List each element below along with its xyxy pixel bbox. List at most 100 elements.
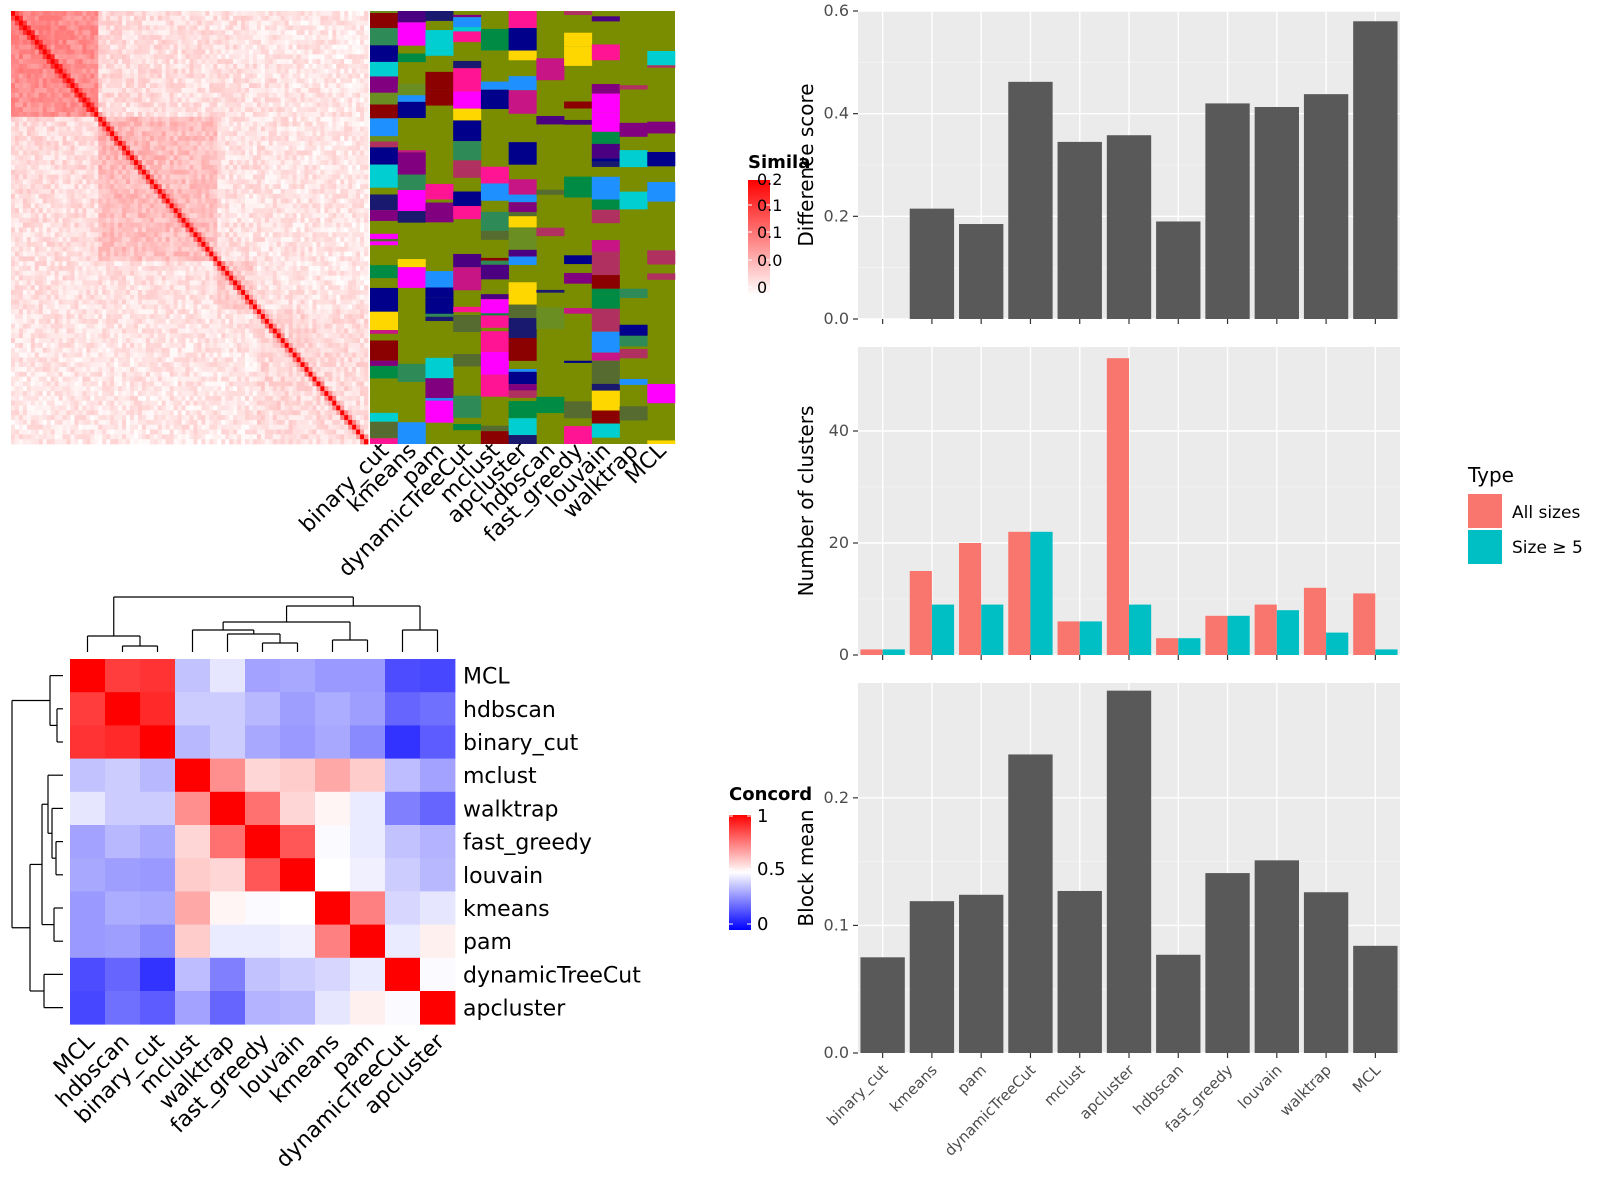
similarity-cell xyxy=(157,63,163,70)
similarity-cell xyxy=(225,131,230,137)
similarity-cell xyxy=(58,232,63,238)
similarity-cell xyxy=(233,59,238,65)
similarity-cell xyxy=(332,237,337,243)
similarity-cell xyxy=(122,59,127,65)
similarity-cell xyxy=(177,11,182,17)
similarity-cell xyxy=(22,222,28,228)
similarity-cell xyxy=(102,20,107,26)
similarity-cell xyxy=(300,193,305,200)
similarity-cell xyxy=(86,92,91,98)
similarity-cell xyxy=(177,237,182,243)
similarity-cell xyxy=(252,222,258,228)
similarity-cell xyxy=(42,49,48,55)
similarity-cell xyxy=(54,126,59,132)
similarity-cell xyxy=(86,208,91,214)
similarity-cell xyxy=(268,150,274,156)
similarity-cell xyxy=(149,160,155,166)
similarity-cell xyxy=(114,11,119,17)
similarity-cell xyxy=(292,140,297,147)
similarity-cell xyxy=(22,83,28,89)
similarity-cell xyxy=(78,136,83,142)
similarity-cell xyxy=(102,68,107,74)
similarity-cell xyxy=(181,116,186,123)
similarity-cell xyxy=(256,150,262,156)
similarity-cell xyxy=(50,189,56,195)
similarity-cell xyxy=(110,107,115,113)
similarity-cell xyxy=(296,68,301,74)
similarity-cell xyxy=(78,97,83,103)
similarity-cell xyxy=(157,174,163,180)
similarity-cell xyxy=(62,15,67,22)
similarity-cell xyxy=(364,150,369,156)
similarity-cell xyxy=(42,270,48,277)
similarity-cell xyxy=(86,68,91,74)
similarity-cell xyxy=(268,208,274,214)
similarity-cell xyxy=(288,73,294,79)
similarity-cell xyxy=(110,92,115,98)
similarity-cell xyxy=(14,39,20,46)
similarity-cell xyxy=(256,97,262,103)
similarity-cell xyxy=(126,131,131,137)
similarity-cell xyxy=(209,251,214,257)
similarity-cell xyxy=(284,68,290,74)
similarity-cell xyxy=(260,203,266,209)
similarity-cell xyxy=(141,227,147,233)
similarity-cell xyxy=(74,217,79,224)
similarity-cell xyxy=(193,193,198,200)
similarity-cell xyxy=(157,246,163,252)
similarity-cell xyxy=(74,189,79,195)
similarity-cell xyxy=(46,59,52,65)
similarity-cell xyxy=(78,241,83,248)
similarity-cell xyxy=(300,198,305,204)
similarity-cell xyxy=(98,241,103,248)
similarity-cell xyxy=(66,241,71,248)
similarity-cell xyxy=(181,232,186,238)
similarity-cell xyxy=(185,256,190,262)
similarity-cell xyxy=(177,112,182,118)
similarity-cell xyxy=(201,68,206,74)
similarity-cell xyxy=(11,39,16,46)
similarity-cell xyxy=(276,169,282,175)
similarity-cell xyxy=(102,217,107,224)
similarity-cell xyxy=(34,15,40,22)
similarity-cell xyxy=(300,179,305,185)
similarity-cell xyxy=(284,102,290,108)
similarity-cell xyxy=(185,213,190,219)
similarity-cell xyxy=(308,164,313,171)
similarity-cell xyxy=(340,63,345,70)
similarity-cell xyxy=(336,164,341,171)
similarity-cell xyxy=(205,251,210,257)
similarity-cell xyxy=(332,15,337,22)
similarity-cell xyxy=(114,25,119,31)
similarity-cell xyxy=(173,121,178,127)
similarity-cell xyxy=(70,203,75,209)
similarity-cell xyxy=(90,169,95,175)
similarity-cell xyxy=(42,121,48,127)
similarity-cell xyxy=(360,270,365,277)
similarity-cell xyxy=(173,15,178,22)
similarity-cell xyxy=(292,20,297,26)
similarity-cell xyxy=(86,261,91,267)
similarity-cell xyxy=(94,160,99,166)
similarity-cell xyxy=(141,203,147,209)
similarity-cell xyxy=(126,241,131,248)
similarity-cell xyxy=(328,59,333,65)
similarity-cell xyxy=(344,174,349,180)
similarity-cell xyxy=(38,208,44,214)
similarity-cell xyxy=(328,150,333,156)
similarity-cell xyxy=(82,241,87,248)
similarity-cell xyxy=(352,227,357,233)
similarity-cell xyxy=(324,102,329,108)
similarity-cell xyxy=(46,275,52,281)
similarity-cell xyxy=(177,73,182,79)
similarity-cell xyxy=(320,78,325,84)
similarity-cell xyxy=(90,184,95,190)
similarity-cell xyxy=(300,35,305,41)
similarity-cell xyxy=(165,35,171,41)
similarity-cell xyxy=(292,92,297,98)
similarity-cell xyxy=(130,92,135,98)
similarity-cell xyxy=(126,136,131,142)
similarity-cell xyxy=(38,150,44,156)
similarity-cell xyxy=(201,54,206,60)
similarity-cell xyxy=(205,49,210,55)
